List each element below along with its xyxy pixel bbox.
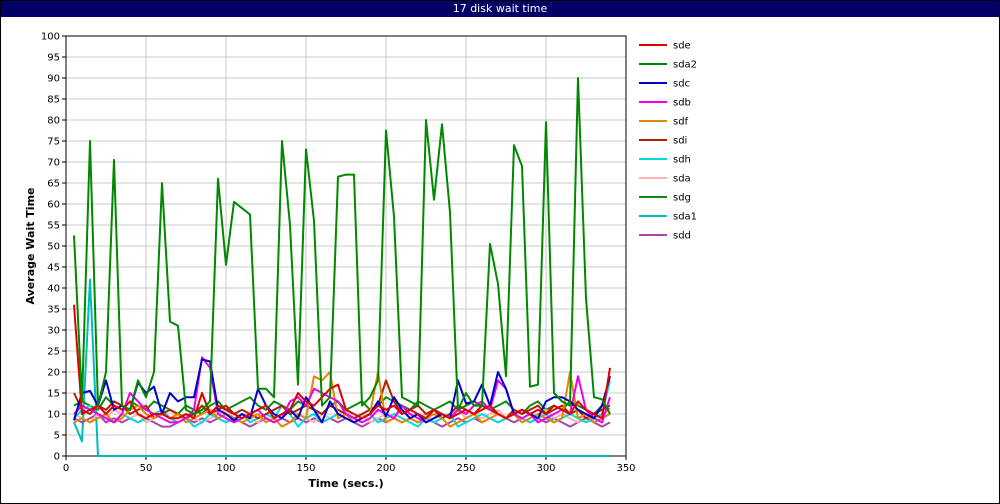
x-tick-label: 200 [376, 463, 395, 474]
series-line-sdb [73, 356, 611, 424]
y-tick-label: 95 [47, 53, 60, 64]
chart-title-bar: 17 disk wait time [1, 1, 999, 17]
y-axis-ticks: 0 5 10 15 20 25 30 35 40 45 50 55 60 65 70 75 80 85 90 95 10… [41, 32, 66, 463]
legend-label: sdg [673, 193, 691, 204]
legend-label: sdd [673, 231, 691, 242]
series-line-sdd [73, 413, 611, 428]
y-tick-label: 40 [47, 284, 60, 295]
y-tick-label: 80 [47, 116, 60, 127]
x-axis-label: Time (secs.) [308, 477, 383, 490]
y-tick-label: 30 [47, 326, 60, 337]
y-tick-label: 75 [47, 137, 60, 148]
x-tick-label: 100 [216, 463, 235, 474]
y-tick-label: 10 [47, 410, 60, 421]
y-tick-label: 90 [47, 74, 60, 85]
legend-label: sdf [673, 117, 689, 128]
legend-label: sda [673, 174, 691, 185]
y-axis-label: Average Wait Time [24, 188, 37, 305]
chart-legend: sde sda2 sdc sdb sdf sdi sdh sda sdg sda1 sdd [639, 41, 697, 242]
y-tick-label: 5 [54, 431, 60, 442]
series-lines [73, 77, 611, 457]
y-tick-label: 35 [47, 305, 60, 316]
y-tick-label: 45 [47, 263, 60, 274]
chart-title: 17 disk wait time [452, 2, 548, 15]
y-tick-label: 85 [47, 95, 60, 106]
y-tick-label: 60 [47, 200, 60, 211]
x-tick-label: 250 [456, 463, 475, 474]
series-line-sde [73, 304, 611, 420]
series-line-sda1 [73, 278, 610, 457]
x-tick-label: 150 [296, 463, 315, 474]
series-line-sda2 [73, 77, 611, 415]
y-tick-label: 50 [47, 242, 60, 253]
x-tick-label: 0 [63, 463, 69, 474]
x-tick-label: 50 [140, 463, 153, 474]
legend-label: sdb [673, 98, 691, 109]
x-tick-label: 350 [616, 463, 635, 474]
y-tick-label: 25 [47, 347, 60, 358]
legend-label: sdc [673, 79, 690, 90]
y-tick-label: 55 [47, 221, 60, 232]
legend-label: sde [673, 41, 691, 52]
y-tick-label: 0 [54, 452, 60, 463]
y-tick-label: 70 [47, 158, 60, 169]
y-tick-label: 20 [47, 368, 60, 379]
legend-label: sdi [673, 136, 687, 147]
y-tick-label: 100 [41, 32, 60, 43]
x-axis-ticks: 0 50 100 150 200 250 300 350 [63, 456, 636, 474]
y-tick-label: 65 [47, 179, 60, 190]
legend-label: sda1 [673, 212, 697, 223]
legend-label: sdh [673, 155, 691, 166]
legend-label: sda2 [673, 60, 697, 71]
x-tick-label: 300 [536, 463, 555, 474]
y-tick-label: 15 [47, 389, 60, 400]
